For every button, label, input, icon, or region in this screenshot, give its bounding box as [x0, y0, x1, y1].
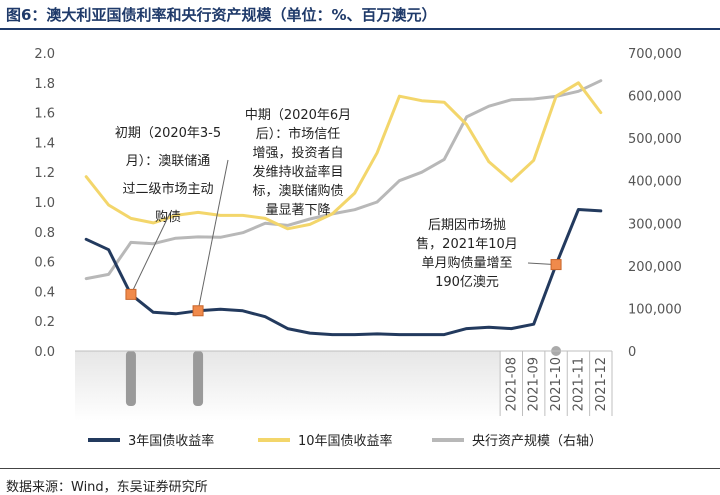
legend-label: 央行资产规模（右轴）: [472, 434, 602, 449]
legend-label: 3年国债收益率: [128, 433, 214, 449]
x-tick-label: 2021-12: [594, 357, 609, 411]
series-line: [84, 79, 603, 281]
annotation-text: 单月购债量增至: [421, 255, 512, 271]
annotation-text: 月）：澳联储通: [126, 153, 211, 169]
y-right-tick-label: 700,000: [628, 47, 682, 62]
y-left-tick-label: 0.2: [34, 315, 55, 330]
figure-title: 图6：澳大利亚国债利率和央行资产规模（单位：%、百万澳元）: [6, 6, 437, 24]
chart: 0.0 0.2 0.4 0.6 0.8 1.0 1.2 1.4 1.6 1.8 2.0 0 100,00…: [34, 47, 682, 449]
x-tick-label: 2021-08: [504, 357, 519, 411]
y-right-tick-label: 400,000: [628, 175, 682, 190]
data-marker: [550, 259, 562, 271]
y-left-tick-label: 1.0: [34, 196, 55, 211]
y-left-tick-label: 1.6: [34, 107, 55, 122]
annotation-text: 190亿澳元: [435, 274, 499, 290]
bottom-rule: [0, 468, 720, 469]
annotation-text: 中期（2020年6月: [245, 108, 351, 123]
data-marker: [125, 288, 137, 300]
x-axis-stub: [125, 351, 136, 406]
source-note: 数据来源：Wind，东吴证券研究所: [6, 480, 208, 495]
annotation-text: 后）：市场信任: [256, 126, 341, 142]
annotation-text: 增强，投资者自: [252, 145, 343, 161]
annotation-leader: [197, 159, 229, 311]
y-right-tick-label: 600,000: [628, 90, 682, 105]
annotation-text: 初期（2020年3-5: [115, 126, 221, 141]
legend-label: 10年国债收益率: [298, 433, 393, 449]
y-left-tick-label: 0.4: [34, 285, 55, 300]
series-line: [84, 208, 603, 337]
annotation-text: 发维持收益率目: [252, 164, 343, 180]
annotation-text: 后期因市场抛: [428, 217, 506, 233]
title-rule: [0, 28, 720, 30]
y-left-tick-label: 1.2: [34, 166, 55, 181]
annotation-text: 过二级市场主动: [122, 181, 213, 197]
y-left-tick-label: 0.6: [34, 256, 55, 271]
annotation-text: 售，2021年10月: [416, 236, 518, 252]
y-left-tick-label: 2.0: [34, 47, 55, 62]
x-tick-label: 2021-09: [527, 357, 542, 411]
y-left-tick-label: 0.8: [34, 226, 55, 241]
annotation-text: 量显著下降: [265, 203, 330, 218]
y-left-tick-label: 1.8: [34, 77, 55, 92]
category-band: [75, 351, 501, 421]
y-right-tick-label: 100,000: [628, 302, 682, 317]
y-left-tick-label: 0.0: [34, 345, 55, 360]
x-tick-label: 2021-11: [571, 357, 586, 411]
x-tick-label: 2021-10: [549, 357, 564, 411]
y-right-tick-label: 0: [628, 345, 636, 360]
y-right-tick-label: 200,000: [628, 260, 682, 275]
y-right-tick-label: 500,000: [628, 132, 682, 147]
x-axis-stub: [193, 351, 204, 406]
data-marker: [192, 305, 204, 317]
y-left-tick-label: 1.4: [34, 136, 55, 151]
y-right-tick-label: 300,000: [628, 217, 682, 232]
series-line: [84, 81, 603, 231]
annotation-text: 标，澳联储购债: [252, 183, 343, 199]
annotation-leader: [130, 212, 171, 295]
